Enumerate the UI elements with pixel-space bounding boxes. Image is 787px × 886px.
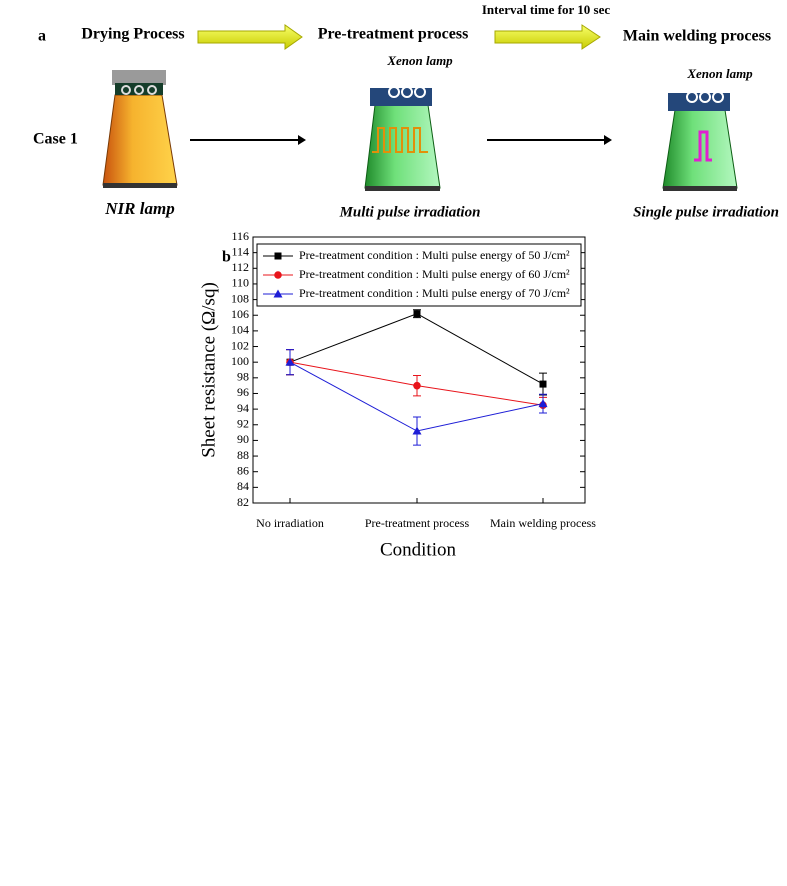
marker: [413, 381, 421, 390]
case-label: Case 1: [33, 131, 78, 148]
x-axis-label: Condition: [380, 539, 457, 560]
legend-box: [256, 243, 582, 307]
y-tick-label: 100: [231, 354, 249, 368]
y-axis-label: Sheet resistance (Ω/sq): [198, 282, 219, 458]
y-tick-label: 106: [231, 307, 249, 321]
legend-label: Pre-treatment condition : Multi pulse en…: [299, 286, 570, 300]
interval-label: Interval time for 10 sec: [482, 2, 611, 17]
marker: [538, 399, 548, 408]
caption: Single pulse irradiation: [633, 204, 779, 220]
flow-arrow-head: [604, 135, 612, 145]
y-tick-label: 96: [237, 385, 249, 399]
y-tick-label: 98: [237, 370, 249, 384]
lamp-label: Xenon lamp: [386, 53, 453, 68]
series-line: [289, 313, 544, 385]
panel-a: a Drying Process Pre-treatment process M…: [33, 2, 779, 220]
x-tick-label: Main welding process: [490, 516, 596, 530]
y-tick-label: 104: [231, 323, 249, 337]
y-tick-label: 90: [237, 432, 249, 446]
y-tick-label: 94: [237, 401, 249, 415]
y-tick-label: 114: [231, 244, 249, 258]
y-tick-label: 108: [231, 291, 249, 305]
nir-lamp-icon: [102, 70, 178, 188]
marker: [273, 289, 283, 298]
marker: [274, 271, 282, 279]
y-tick-label: 110: [231, 276, 249, 290]
step-label: Main welding process: [623, 28, 771, 45]
y-tick-label: 84: [237, 479, 249, 493]
marker: [412, 426, 422, 435]
y-tick-label: 88: [237, 448, 249, 462]
lamp-label: Xenon lamp: [686, 66, 753, 81]
xenon-lamp-icon: [364, 86, 441, 191]
y-tick-label: 112: [231, 260, 249, 274]
marker: [413, 310, 421, 318]
process-arrow: [494, 24, 601, 50]
process-arrow: [197, 24, 303, 50]
legend-label: Pre-treatment condition : Multi pulse en…: [299, 248, 570, 262]
x-tick-label: No irradiation: [256, 516, 324, 530]
y-tick-label: 86: [237, 463, 249, 477]
marker: [274, 252, 282, 260]
legend-label: Pre-treatment condition : Multi pulse en…: [299, 267, 570, 281]
marker: [285, 357, 295, 366]
panel-label: b: [222, 249, 231, 266]
y-tick-label: 102: [231, 338, 249, 352]
plot-frame: [252, 236, 586, 504]
xenon-lamp-icon: [662, 91, 738, 191]
marker: [539, 380, 547, 388]
y-tick-label: 82: [237, 495, 249, 509]
chart: b Condition Sheet resistance (Ω/sq) 82 84…: [198, 229, 596, 561]
y-tick-label: 116: [231, 229, 249, 243]
x-tick-label: Pre-treatment process: [365, 516, 470, 530]
caption: NIR lamp: [104, 199, 174, 218]
step-label: Drying Process: [81, 26, 184, 43]
y-tick-label: 92: [237, 417, 249, 431]
step-label: Pre-treatment process: [318, 26, 469, 43]
flow-arrow-head: [298, 135, 306, 145]
caption: Multi pulse irradiation: [339, 204, 481, 220]
panel-label: a: [38, 28, 46, 45]
